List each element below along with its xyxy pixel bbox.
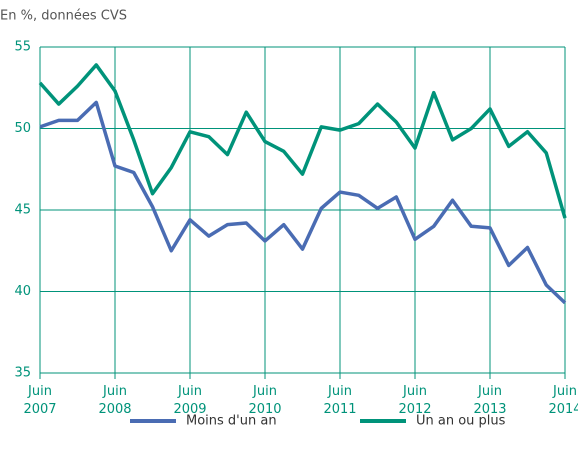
y-tick-label: 45 (14, 203, 31, 218)
x-tick-label: Juin 2012 (398, 384, 432, 417)
legend-label: Un an ou plus (416, 414, 506, 429)
x-tick-label: Juin 2011 (323, 384, 357, 417)
subtitle: En %, données CVS (0, 9, 127, 24)
x-tick-label: Juin 2008 (98, 384, 132, 417)
x-tick-label: Juin 2014 (548, 384, 578, 417)
legend-label: Moins d'un an (186, 414, 277, 429)
y-tick-label: 35 (14, 366, 31, 381)
y-tick-label: 40 (14, 284, 31, 299)
x-tick-label: Juin 2013 (473, 384, 507, 417)
line (39, 100, 567, 305)
x-tick-label: Juin 2009 (173, 384, 207, 417)
y-tick-label: 55 (14, 40, 31, 55)
y-tick-label: 50 (14, 121, 31, 136)
x-tick-label: Juin 2010 (248, 384, 282, 417)
line (38, 63, 567, 219)
x-tick-label: Juin 2007 (23, 384, 57, 417)
